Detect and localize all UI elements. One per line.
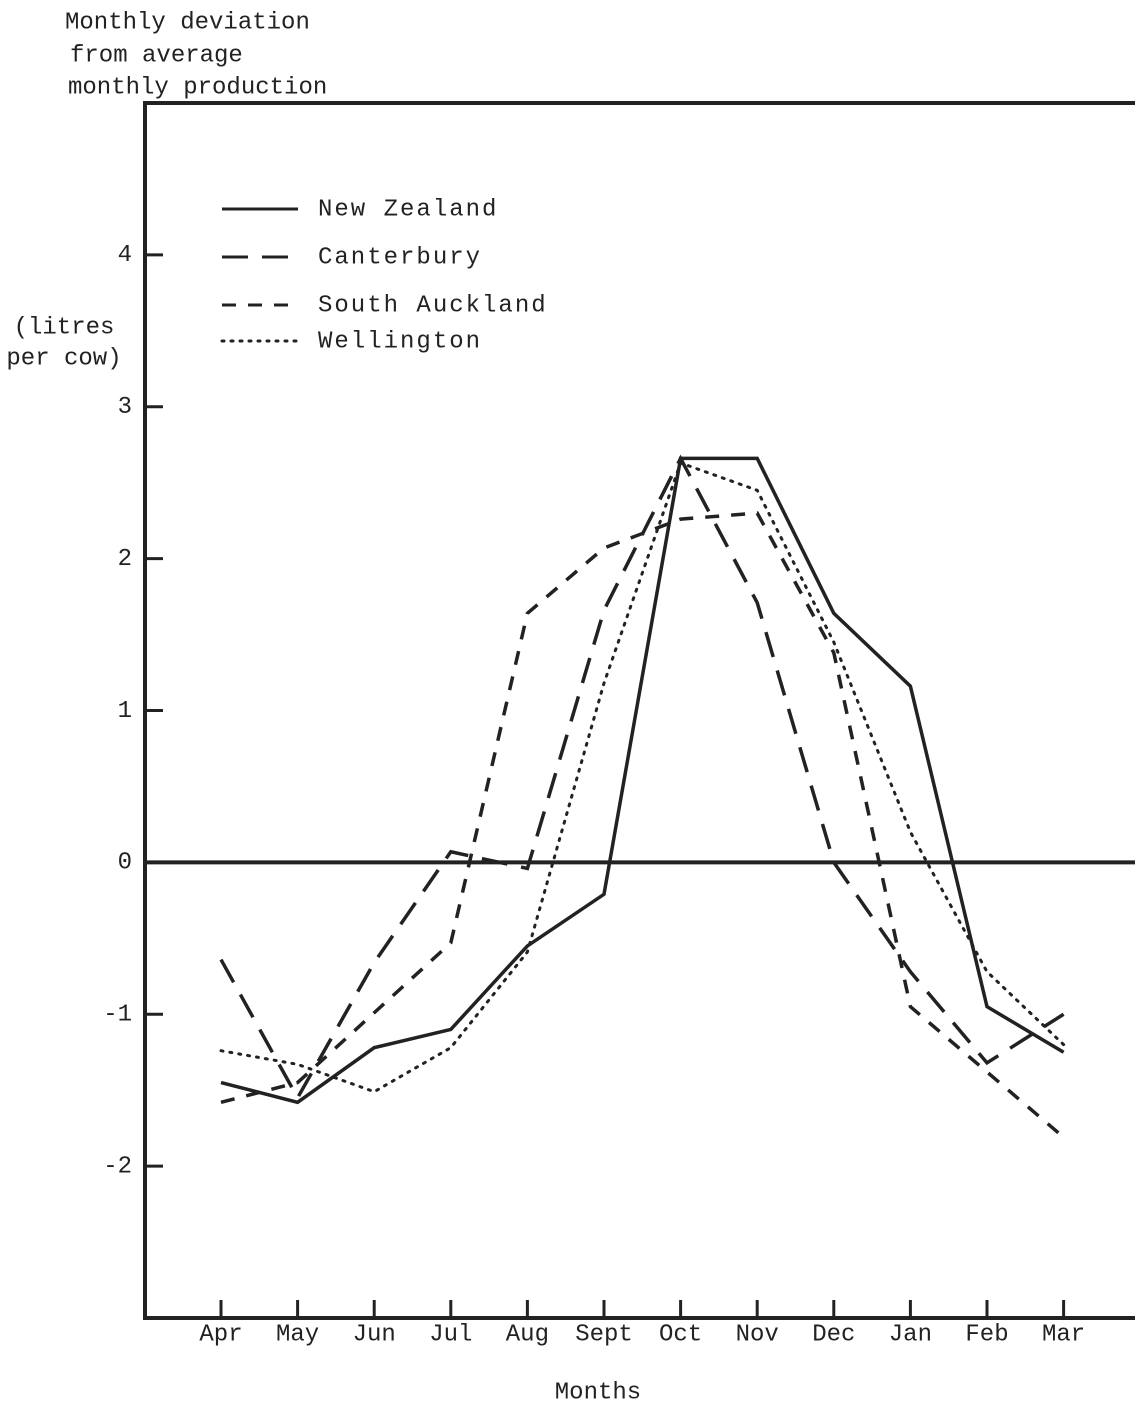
y-tick-label: -1	[103, 1002, 132, 1029]
x-tick-label: Mar	[1042, 1321, 1085, 1348]
data-line	[220, 456, 1065, 1105]
y-tick-label: 0	[118, 850, 132, 877]
x-tick-label: Sept	[575, 1321, 633, 1348]
data-line	[219, 454, 1065, 1102]
x-tick-label: Dec	[812, 1321, 855, 1348]
data-line	[220, 511, 1065, 1139]
y-tick-label: 4	[118, 242, 132, 269]
y-tick-label: -2	[103, 1153, 132, 1180]
legend-label: New Zealand	[318, 196, 498, 223]
x-tick-label: Feb	[965, 1321, 1008, 1348]
x-tick-label: Aug	[506, 1321, 549, 1348]
y-tick-label: 2	[118, 546, 132, 573]
plot-frame	[143, 101, 1135, 1320]
chart-title: monthly production	[68, 74, 327, 101]
x-tick-label: Jan	[889, 1321, 932, 1348]
x-tick-label: May	[276, 1321, 319, 1348]
x-axis-label: Months	[555, 1379, 641, 1406]
legend-label: Canterbury	[318, 244, 482, 271]
legend-label: Wellington	[318, 328, 482, 355]
chart-title: Monthly deviation	[65, 9, 310, 36]
chart-title: from average	[70, 42, 243, 69]
y-tick-label: 1	[118, 698, 132, 725]
x-tick-label: Oct	[659, 1321, 702, 1348]
y-tick-label: 3	[118, 394, 132, 421]
data-line	[219, 461, 1066, 1094]
x-tick-label: Jun	[353, 1321, 396, 1348]
x-tick-label: Nov	[736, 1321, 779, 1348]
x-tick-label: Apr	[199, 1321, 242, 1348]
y-axis-label: (litres	[14, 314, 115, 341]
x-tick-label: Jul	[429, 1321, 472, 1348]
legend-label: South Auckland	[318, 292, 548, 319]
y-axis-label: per cow)	[6, 345, 121, 372]
